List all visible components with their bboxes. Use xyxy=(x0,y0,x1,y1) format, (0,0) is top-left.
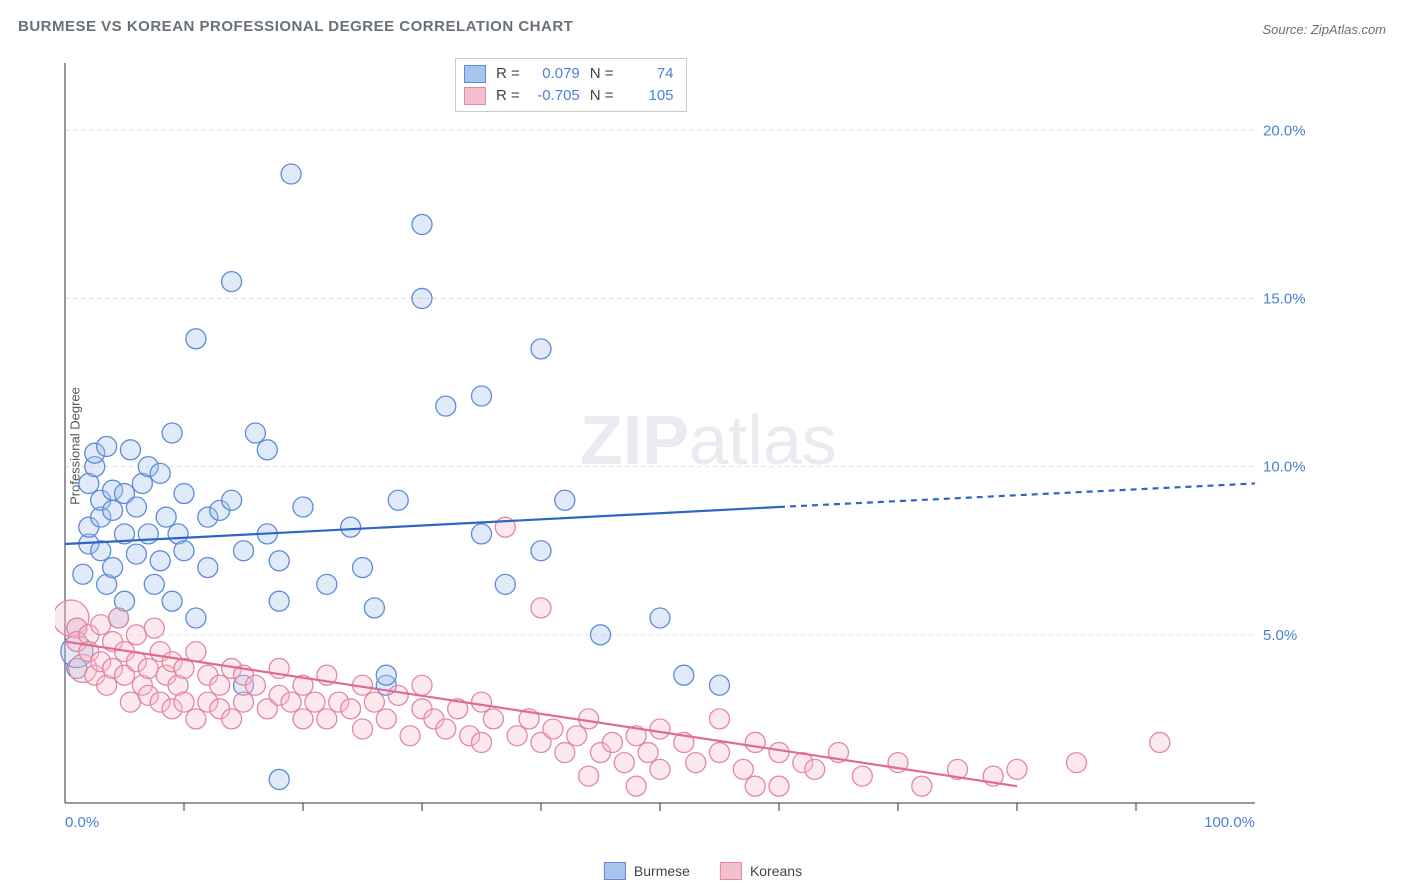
correlation-legend: R = 0.079 N = 74 R = -0.705 N = 105 xyxy=(455,58,687,112)
n-value: 105 xyxy=(624,85,674,107)
svg-text:5.0%: 5.0% xyxy=(1263,627,1297,644)
legend-swatch xyxy=(464,87,486,105)
r-label: R = xyxy=(496,63,520,85)
r-label: R = xyxy=(496,85,520,107)
legend-row: R = -0.705 N = 105 xyxy=(464,85,674,107)
svg-text:10.0%: 10.0% xyxy=(1263,459,1306,476)
legend-item: Koreans xyxy=(720,862,802,880)
chart-title: BURMESE VS KOREAN PROFESSIONAL DEGREE CO… xyxy=(18,18,573,35)
legend-swatch xyxy=(464,65,486,83)
r-value: 0.079 xyxy=(530,63,580,85)
legend-label: Koreans xyxy=(750,863,802,879)
n-value: 74 xyxy=(624,63,674,85)
n-label: N = xyxy=(590,85,614,107)
scatter-plot: 5.0% 10.0% 15.0% 20.0% 0.0% 100.0% xyxy=(55,58,1325,838)
svg-text:20.0%: 20.0% xyxy=(1263,122,1306,139)
svg-text:15.0%: 15.0% xyxy=(1263,290,1306,307)
n-label: N = xyxy=(590,63,614,85)
source-label: Source: ZipAtlas.com xyxy=(1262,22,1386,37)
r-value: -0.705 xyxy=(530,85,580,107)
legend-swatch xyxy=(604,862,626,880)
legend-swatch xyxy=(720,862,742,880)
legend-row: R = 0.079 N = 74 xyxy=(464,63,674,85)
svg-text:0.0%: 0.0% xyxy=(65,814,99,831)
series-legend: Burmese Koreans xyxy=(604,862,802,880)
legend-item: Burmese xyxy=(604,862,690,880)
legend-label: Burmese xyxy=(634,863,690,879)
svg-text:100.0%: 100.0% xyxy=(1204,814,1255,831)
